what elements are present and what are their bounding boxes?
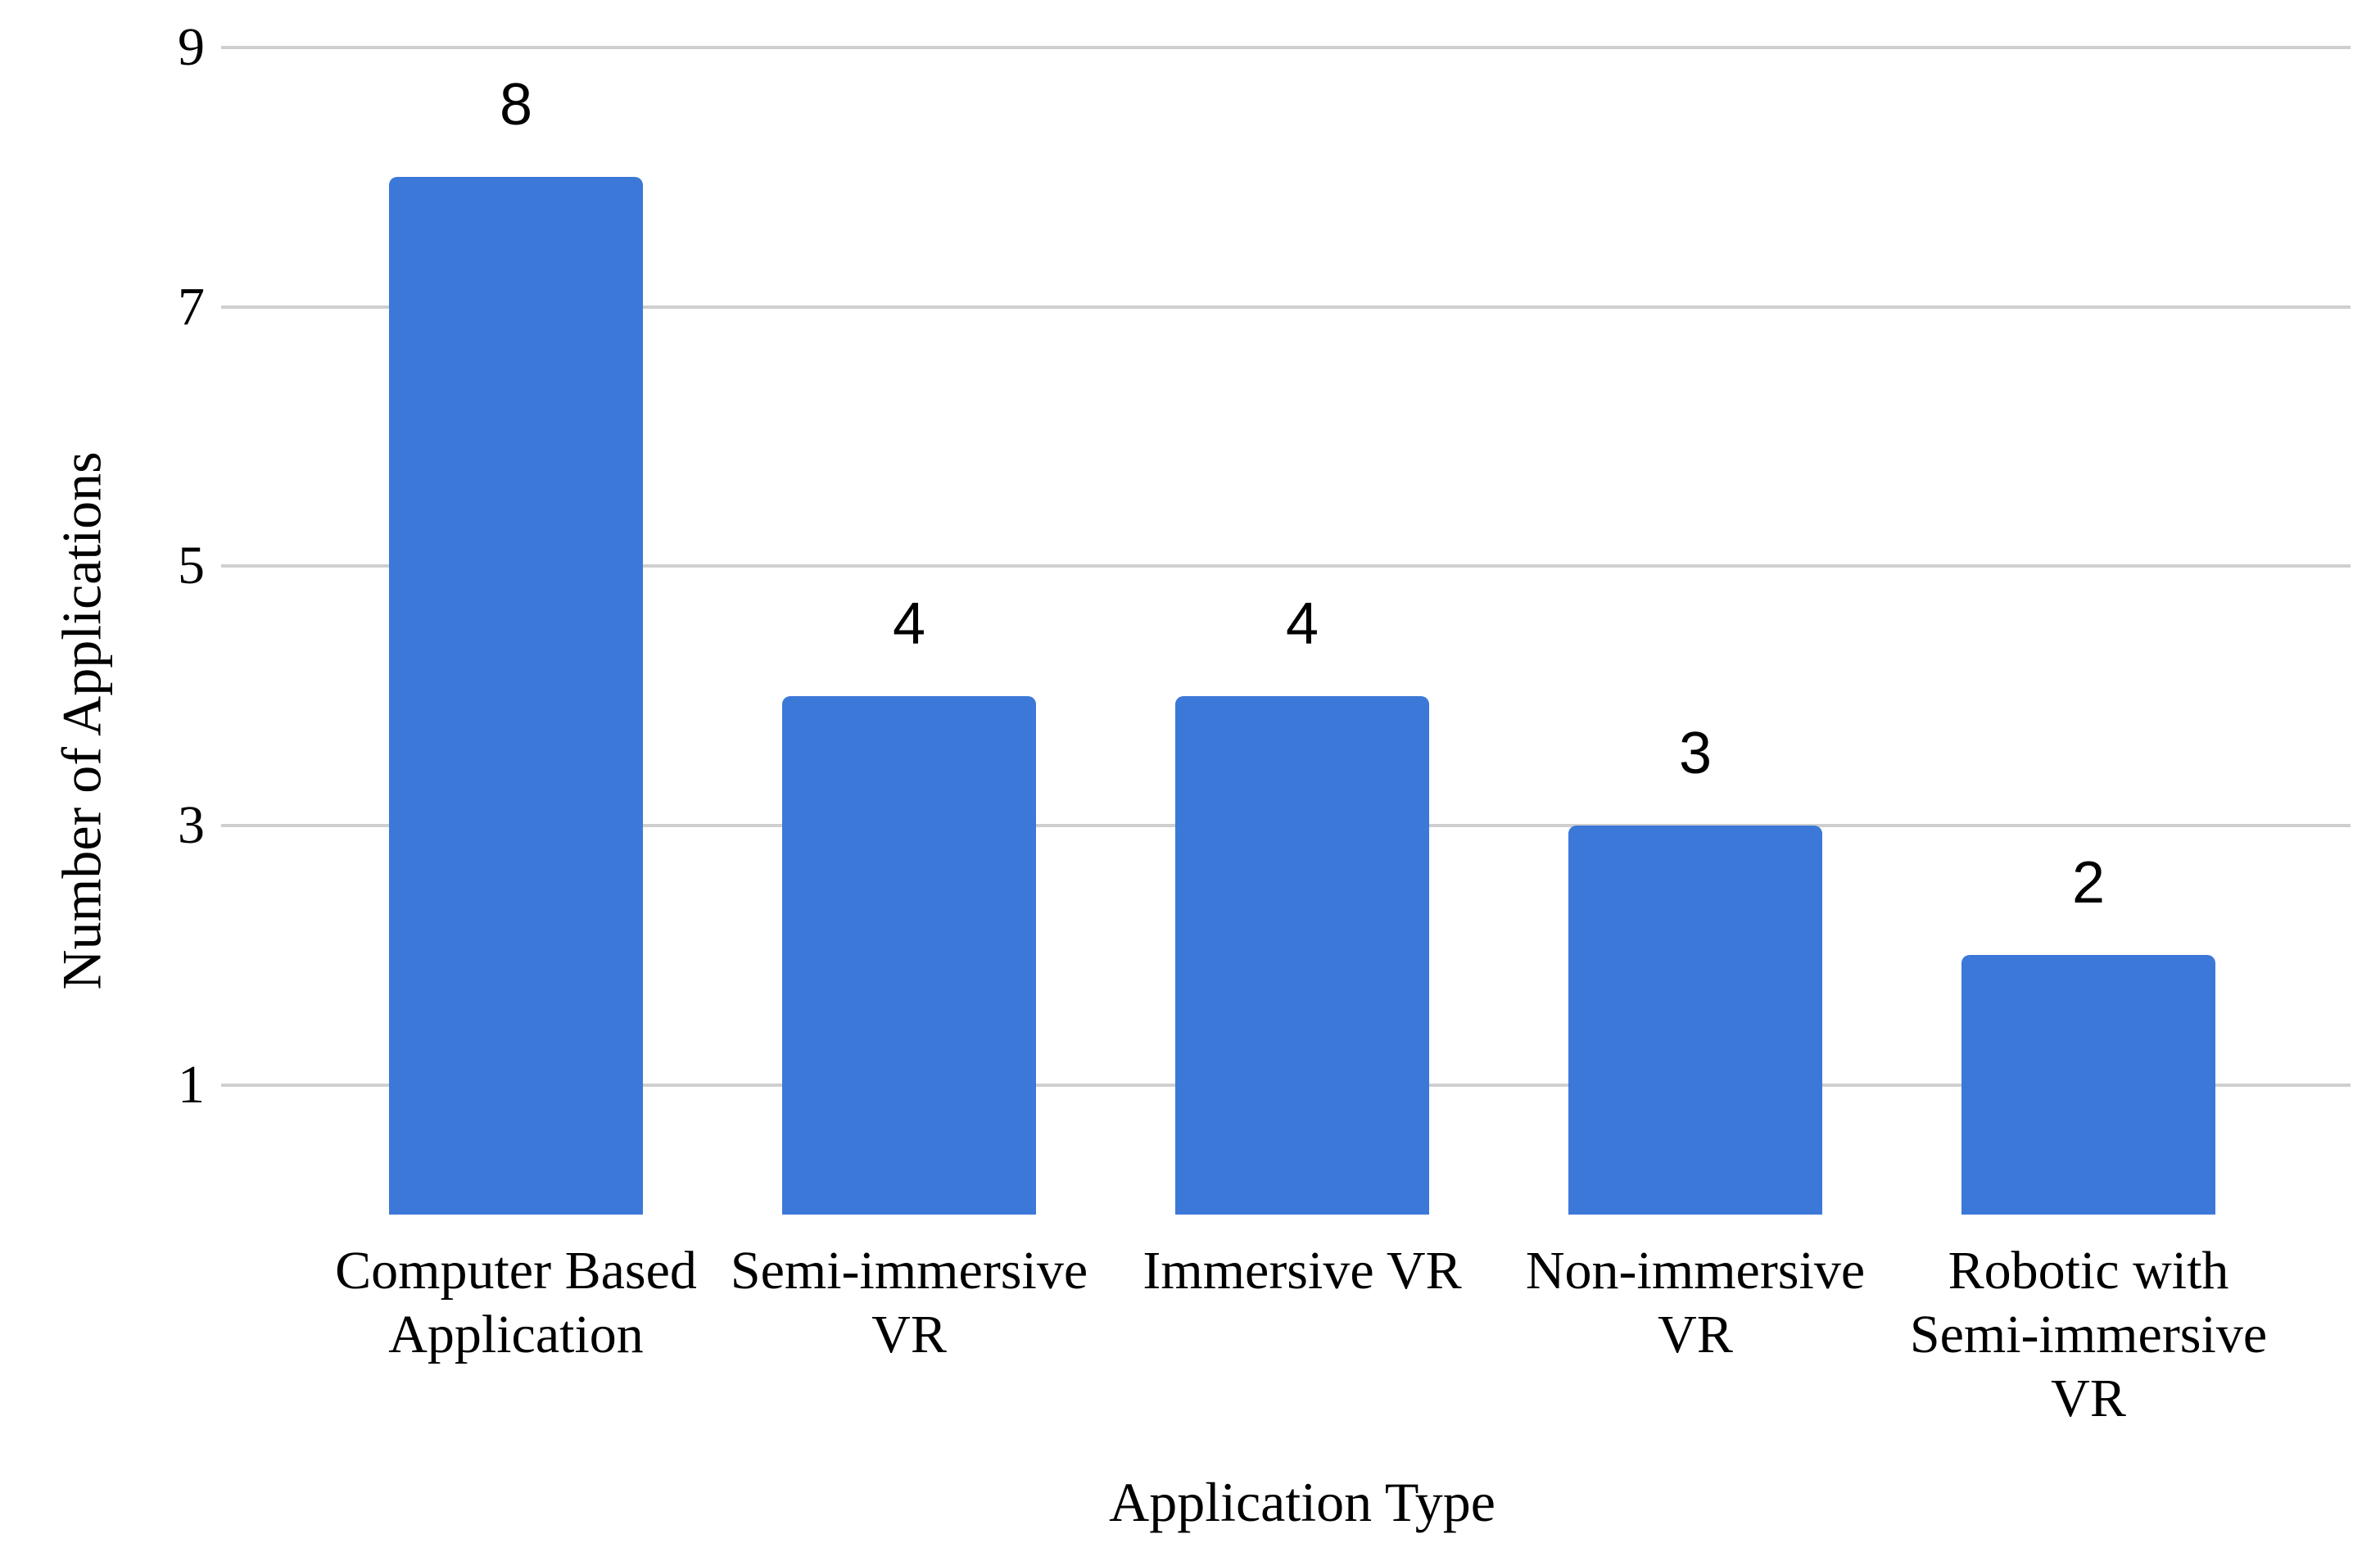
category-label: Robotic with Semi-immersive VR (1909, 1241, 2268, 1428)
plot-area (221, 46, 2351, 1215)
y-tick-label: 3 (178, 795, 205, 855)
y-axis-title: Number of Applications (50, 451, 113, 990)
x-axis-title: Application Type (1109, 1471, 1495, 1533)
gridline (221, 564, 2351, 568)
bar-value-label: 2 (2071, 850, 2106, 916)
category-label: Computer Based Application (335, 1241, 697, 1364)
category-label: Semi-immersive VR (730, 1241, 1088, 1364)
y-tick-label: 5 (178, 536, 205, 596)
bar-value-label: 4 (892, 591, 926, 657)
bar (1175, 696, 1429, 1215)
gridline (221, 46, 2351, 49)
bar (1961, 955, 2215, 1215)
category-label: Immersive VR (1142, 1241, 1462, 1301)
bar-value-label: 4 (1285, 591, 1319, 657)
bar-value-label: 8 (499, 72, 533, 138)
category-label: Non-immersive VR (1525, 1241, 1866, 1364)
y-tick-label: 7 (178, 276, 205, 337)
bar (1568, 826, 1822, 1215)
gridline (221, 305, 2351, 309)
y-tick-label: 1 (178, 1054, 205, 1115)
bar-value-label: 3 (1678, 721, 1713, 786)
y-tick-label: 9 (178, 17, 205, 77)
bar (782, 696, 1036, 1215)
bar (389, 177, 643, 1215)
